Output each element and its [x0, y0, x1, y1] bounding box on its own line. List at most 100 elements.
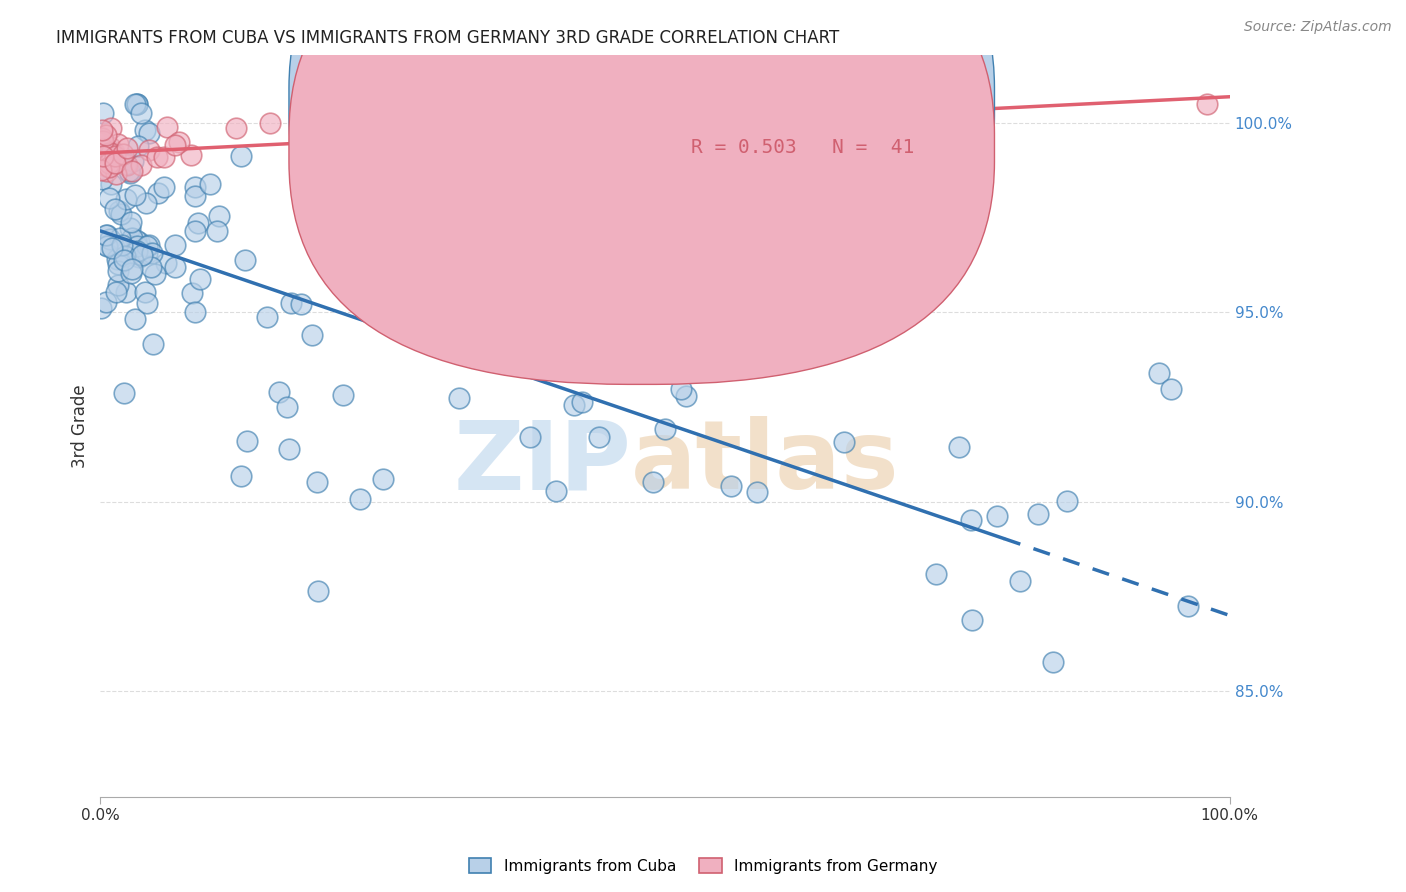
Point — [153, 180, 176, 194]
Text: R = 0.503   N =  41: R = 0.503 N = 41 — [690, 138, 914, 157]
Point — [1177, 599, 1199, 614]
Point — [710, 112, 733, 126]
Point — [107, 264, 129, 278]
Point — [229, 149, 252, 163]
Point — [121, 261, 143, 276]
Point — [97, 191, 120, 205]
Point — [90, 301, 112, 315]
Point — [184, 189, 207, 203]
Point — [141, 260, 163, 274]
FancyBboxPatch shape — [603, 66, 953, 196]
FancyBboxPatch shape — [290, 0, 994, 384]
Point — [91, 106, 114, 120]
Point — [94, 295, 117, 310]
Point — [97, 160, 120, 174]
Point — [120, 221, 142, 235]
Point — [183, 180, 205, 194]
Point — [925, 567, 948, 582]
Point — [432, 299, 454, 313]
Point — [107, 257, 129, 271]
FancyBboxPatch shape — [290, 0, 994, 338]
Point — [135, 296, 157, 310]
Point — [97, 146, 120, 161]
Point — [138, 126, 160, 140]
Point — [449, 391, 471, 405]
Point — [231, 468, 253, 483]
Point — [180, 148, 202, 162]
Point — [100, 178, 122, 192]
Point — [94, 228, 117, 243]
Point — [675, 389, 697, 403]
Point — [163, 260, 186, 274]
Point — [121, 230, 143, 244]
Point — [280, 296, 302, 310]
Point — [100, 120, 122, 135]
Point — [128, 250, 150, 264]
Point — [125, 244, 148, 259]
Point — [96, 164, 118, 178]
Point — [349, 492, 371, 507]
Point — [104, 155, 127, 169]
Point — [259, 116, 281, 130]
Text: ZIP: ZIP — [453, 417, 631, 509]
Point — [107, 136, 129, 151]
Point — [167, 135, 190, 149]
Point — [120, 166, 142, 180]
Point — [136, 246, 159, 260]
Point — [122, 154, 145, 169]
Point — [111, 238, 134, 252]
Point — [121, 164, 143, 178]
Point — [546, 483, 568, 498]
Point — [671, 382, 693, 396]
Point — [98, 232, 121, 246]
Point — [233, 252, 256, 267]
Point — [100, 159, 122, 173]
Text: atlas: atlas — [631, 417, 900, 509]
Point — [120, 239, 142, 253]
Point — [96, 145, 118, 160]
Point — [152, 150, 174, 164]
Point — [187, 216, 209, 230]
Point — [745, 485, 768, 500]
Point — [115, 192, 138, 206]
Point — [104, 167, 127, 181]
Point — [205, 224, 228, 238]
Point — [93, 149, 115, 163]
Point — [305, 475, 328, 490]
Point — [108, 203, 131, 218]
Point — [307, 584, 329, 599]
Point — [90, 136, 112, 150]
Point — [131, 248, 153, 262]
Point — [103, 153, 125, 167]
Point — [117, 158, 139, 172]
Point — [111, 147, 134, 161]
Text: Source: ZipAtlas.com: Source: ZipAtlas.com — [1244, 20, 1392, 34]
Point — [948, 440, 970, 454]
Point — [112, 386, 135, 401]
Point — [90, 134, 112, 148]
Point — [103, 156, 125, 170]
Point — [181, 286, 204, 301]
Point — [117, 140, 139, 154]
Point — [165, 138, 187, 153]
Point — [960, 613, 983, 627]
Point — [97, 156, 120, 170]
Point — [1197, 97, 1219, 112]
Point — [93, 138, 115, 153]
Point — [986, 508, 1008, 523]
Point — [131, 158, 153, 172]
Point — [101, 241, 124, 255]
Point — [1147, 366, 1170, 380]
Point — [654, 422, 676, 436]
Point — [124, 97, 146, 112]
Point — [125, 97, 148, 112]
Point — [371, 472, 394, 486]
Point — [562, 398, 585, 412]
Point — [124, 312, 146, 326]
Point — [138, 238, 160, 252]
Point — [183, 305, 205, 319]
Point — [107, 278, 129, 293]
Point — [141, 245, 163, 260]
Point — [112, 253, 135, 268]
Point — [301, 328, 323, 343]
